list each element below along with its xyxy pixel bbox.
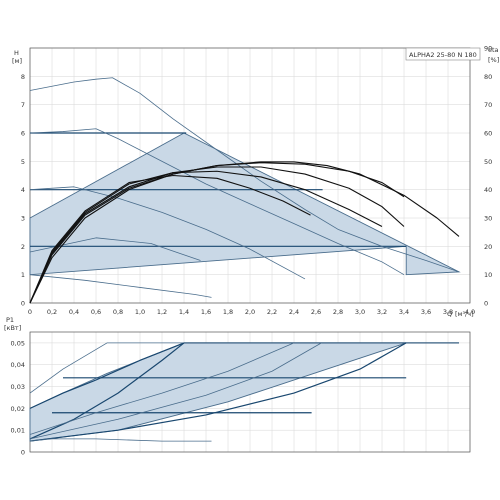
- x-tick-label: 3,4: [399, 308, 409, 316]
- head-chart: 0 0,2 0,4 0,6 0,8 1,0 1,2 1,4 1,6 1,8 2,0 2,2 2,4 2,6…: [21, 45, 492, 317]
- eta-tick-label: 80: [484, 73, 492, 81]
- eta-tick-label: 40: [484, 186, 492, 194]
- y-tick-label: 5: [21, 158, 25, 166]
- power-plot-frame: [29, 331, 471, 453]
- x-tick-label: 0,2: [47, 308, 57, 316]
- power-curve: [29, 342, 295, 435]
- flow-axis-unit: [м³/ч]: [455, 310, 474, 318]
- y-tick-label: 3: [21, 215, 25, 223]
- power-tick-label: 0,03: [11, 383, 25, 391]
- power-tick-label: 0,05: [11, 339, 25, 347]
- head-curve: [29, 128, 405, 276]
- power-curve: [29, 342, 185, 440]
- power-tick-label: 0,04: [11, 361, 25, 369]
- eta-tick-label: 10: [484, 271, 492, 279]
- power-tick-label: 0,02: [11, 405, 25, 413]
- x-tick-label: 4,0: [465, 308, 475, 316]
- power-tick-label: 0: [21, 449, 25, 457]
- eta-axis-unit: [%]: [488, 56, 499, 64]
- eta-tick-label: 0: [484, 300, 488, 308]
- x-tick-label: 1,4: [179, 308, 189, 316]
- eta-tick-label: 70: [484, 101, 492, 109]
- eta-tick-label: 90: [484, 45, 492, 53]
- x-tick-label: 2,4: [289, 308, 299, 316]
- x-tick-label: 2,8: [333, 308, 343, 316]
- head-plot-frame: [29, 47, 471, 304]
- power-chart: 0 0,01 0,02 0,03 0,04 0,05: [11, 331, 471, 457]
- y-tick-label: 8: [21, 73, 25, 81]
- power-curve: [29, 342, 459, 394]
- x-tick-label: 2,2: [267, 308, 277, 316]
- head-axis-label: H: [14, 49, 19, 57]
- x-tick-label: 2,6: [311, 308, 321, 316]
- y-tick-label: 2: [21, 243, 25, 251]
- head-curve: [29, 77, 460, 273]
- eta-axis-label: eta: [488, 46, 499, 54]
- power-axis-unit: [кВт]: [4, 324, 21, 332]
- efficiency-curve: [29, 162, 405, 304]
- y-tick-label: 4: [21, 186, 25, 194]
- x-tick-label: 3,2: [377, 308, 387, 316]
- power-curve: [29, 342, 407, 442]
- power-range: [29, 342, 459, 442]
- x-tick-label: 0: [28, 308, 32, 316]
- power-tick-label: 0,01: [11, 427, 25, 435]
- eta-tick-label: 50: [484, 158, 492, 166]
- x-tick-label: 3,0: [355, 308, 365, 316]
- x-tick-label: 3,8: [443, 308, 453, 316]
- head-curve: [29, 186, 306, 280]
- head-curve: [29, 274, 212, 298]
- head-axis-unit: [м]: [12, 57, 22, 65]
- y-tick-label: 6: [21, 130, 25, 138]
- model-label-box: [405, 47, 481, 61]
- eta-tick-label: 60: [484, 130, 492, 138]
- efficiency-curve: [29, 166, 405, 304]
- power-axis-label: P1: [6, 316, 14, 324]
- eta-tick-label: 30: [484, 215, 492, 223]
- model-label: ALPHA2 25-80 N 180: [409, 51, 477, 59]
- x-tick-label: 0,4: [69, 308, 79, 316]
- x-tick-label: 0,6: [91, 308, 101, 316]
- x-tick-label: 1,6: [201, 308, 211, 316]
- x-tick-label: 0,8: [113, 308, 123, 316]
- power-curve: [29, 342, 322, 440]
- y-tick-label: 0: [21, 300, 25, 308]
- y-tick-label: 7: [21, 101, 25, 109]
- x-tick-label: 3,6: [421, 308, 431, 316]
- efficiency-curve: [29, 174, 311, 304]
- x-tick-label: 1,2: [157, 308, 167, 316]
- y-tick-label: 1: [21, 271, 25, 279]
- flow-axis-label: Q: [447, 310, 452, 318]
- efficiency-curve: [29, 170, 383, 304]
- power-curve: [29, 438, 212, 442]
- x-tick-label: 2,0: [245, 308, 255, 316]
- x-tick-label: 1,0: [135, 308, 145, 316]
- eta-tick-label: 20: [484, 243, 492, 251]
- efficiency-curve: [29, 161, 460, 304]
- power-curve: [29, 342, 185, 409]
- x-tick-label: 1,8: [223, 308, 233, 316]
- operating-range: [29, 132, 461, 276]
